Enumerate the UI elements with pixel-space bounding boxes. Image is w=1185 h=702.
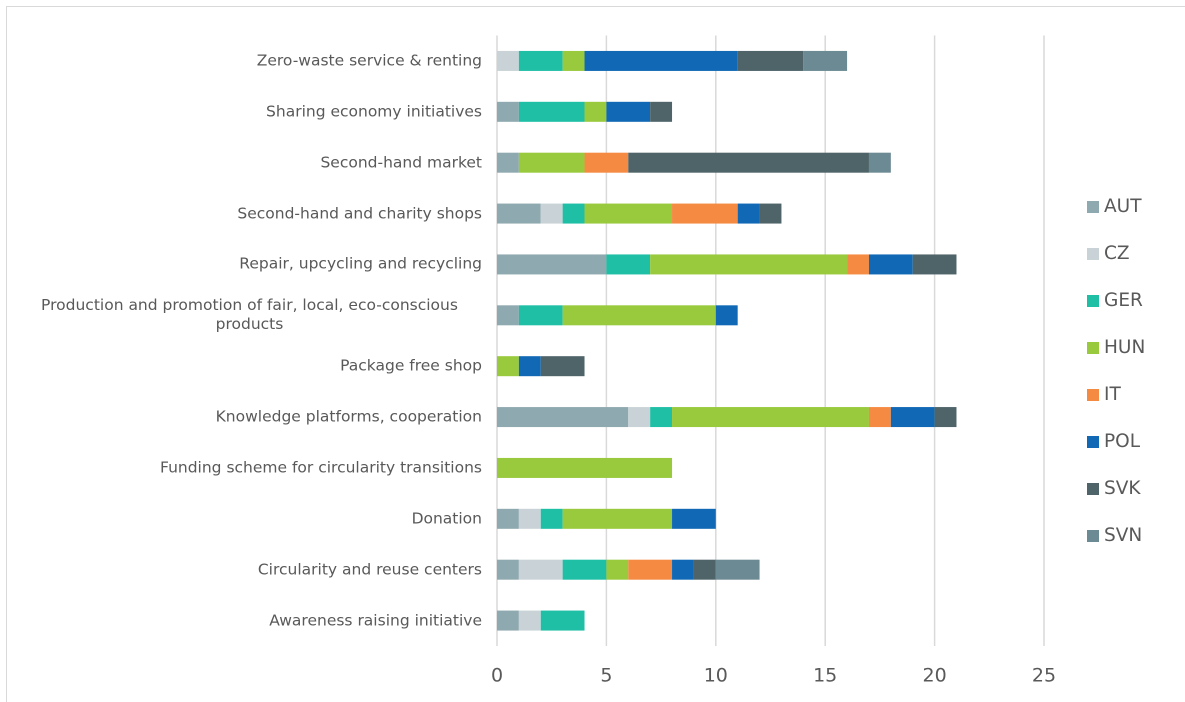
bar-segment <box>672 559 694 580</box>
y-tick-label: Second-hand and charity shops <box>237 204 482 223</box>
legend-swatch <box>1087 248 1099 260</box>
bar-segment <box>803 50 848 71</box>
bar-segment <box>540 508 563 529</box>
legend-swatch <box>1087 436 1099 448</box>
legend-label: POL <box>1104 431 1141 452</box>
bar-segment <box>497 407 629 428</box>
bar-segment <box>497 254 607 275</box>
bar-segment <box>715 305 738 326</box>
bar-segment <box>518 50 563 71</box>
bar-segment <box>584 203 673 224</box>
bar-segment <box>518 559 563 580</box>
y-tick-label: Second-hand market <box>320 153 482 172</box>
x-tick-label: 10 <box>704 665 728 687</box>
legend-label: GER <box>1104 290 1143 311</box>
bar-segment <box>650 101 673 122</box>
y-tick-label: Awareness raising initiative <box>269 611 482 630</box>
y-tick-label: Funding scheme for circularity transitio… <box>160 458 482 477</box>
bar-segment <box>628 152 869 173</box>
legend-label: SVK <box>1104 478 1141 499</box>
bar-segment <box>518 508 541 529</box>
legend-label: SVN <box>1104 525 1142 546</box>
bar-segment <box>759 203 782 224</box>
bar-segment <box>497 50 519 71</box>
bar-segment <box>518 305 563 326</box>
legend-label: CZ <box>1104 243 1130 264</box>
y-tick-label: Sharing economy initiatives <box>266 102 482 121</box>
bar-segment <box>540 610 585 631</box>
y-tick-label: Package free shop <box>340 356 482 375</box>
bar-segment <box>518 152 585 173</box>
bar-segment <box>518 356 541 377</box>
bar-segment <box>934 407 957 428</box>
bar-segment <box>650 254 848 275</box>
bar-segment <box>562 508 673 529</box>
bar-segment <box>606 559 629 580</box>
bar-segment <box>737 50 804 71</box>
bar-segment <box>847 254 869 275</box>
bar-segment <box>497 101 519 122</box>
y-tick-label: Circularity and reuse centers <box>257 560 482 579</box>
legend-swatch <box>1087 201 1099 213</box>
bar-segment <box>497 508 519 529</box>
bar-segment <box>497 457 673 478</box>
bar-segment <box>497 152 519 173</box>
x-tick-label: 5 <box>600 665 612 687</box>
bar-segment <box>562 559 607 580</box>
x-tick-label: 15 <box>813 665 837 687</box>
bar-segment <box>672 508 716 529</box>
bar-segment <box>715 559 760 580</box>
bar-segment <box>737 203 760 224</box>
y-tick-label: Repair, upcycling and recycling <box>239 254 482 273</box>
bar-segment <box>868 407 891 428</box>
bar-segment <box>693 559 716 580</box>
legend-label: AUT <box>1104 196 1142 217</box>
bar-segment <box>562 203 585 224</box>
bar-segment <box>672 407 869 428</box>
bar-segment <box>562 50 585 71</box>
legend-swatch <box>1087 389 1099 401</box>
bar-segment <box>628 559 673 580</box>
bar-segment <box>584 50 738 71</box>
bar-segment <box>672 203 738 224</box>
bar-segment <box>584 101 607 122</box>
bar-segment <box>584 152 629 173</box>
bar-segment <box>497 203 541 224</box>
x-tick-label: 25 <box>1032 665 1056 687</box>
bar-segment <box>497 305 519 326</box>
bar-segment <box>497 356 519 377</box>
bar-segment <box>628 407 651 428</box>
bar-segment <box>912 254 957 275</box>
legend-swatch <box>1087 342 1099 354</box>
bar-segment <box>540 356 585 377</box>
y-tick-label: Knowledge platforms, cooperation <box>215 407 482 426</box>
bar-segment <box>868 254 913 275</box>
y-tick-label: Zero-waste service & renting <box>256 51 482 70</box>
bar-segment <box>497 559 519 580</box>
x-tick-label: 20 <box>923 665 947 687</box>
legend-swatch <box>1087 295 1099 307</box>
bar-segment <box>562 305 716 326</box>
y-tick-label: Donation <box>411 509 482 528</box>
x-tick-label: 0 <box>491 665 503 687</box>
legend-label: HUN <box>1104 337 1145 358</box>
bar-segment <box>606 101 651 122</box>
legend-label: IT <box>1104 384 1121 405</box>
legend-swatch <box>1087 483 1099 495</box>
bar-segment <box>497 610 519 631</box>
bar-segment <box>868 152 891 173</box>
bar-segment <box>518 101 585 122</box>
y-tick-label: Production and promotion of fair, local,… <box>41 296 458 334</box>
bar-segment <box>650 407 673 428</box>
bar-segment <box>540 203 563 224</box>
bar-segment <box>890 407 935 428</box>
bar-segment <box>518 610 541 631</box>
bar-segment <box>606 254 651 275</box>
legend-swatch <box>1087 530 1099 542</box>
